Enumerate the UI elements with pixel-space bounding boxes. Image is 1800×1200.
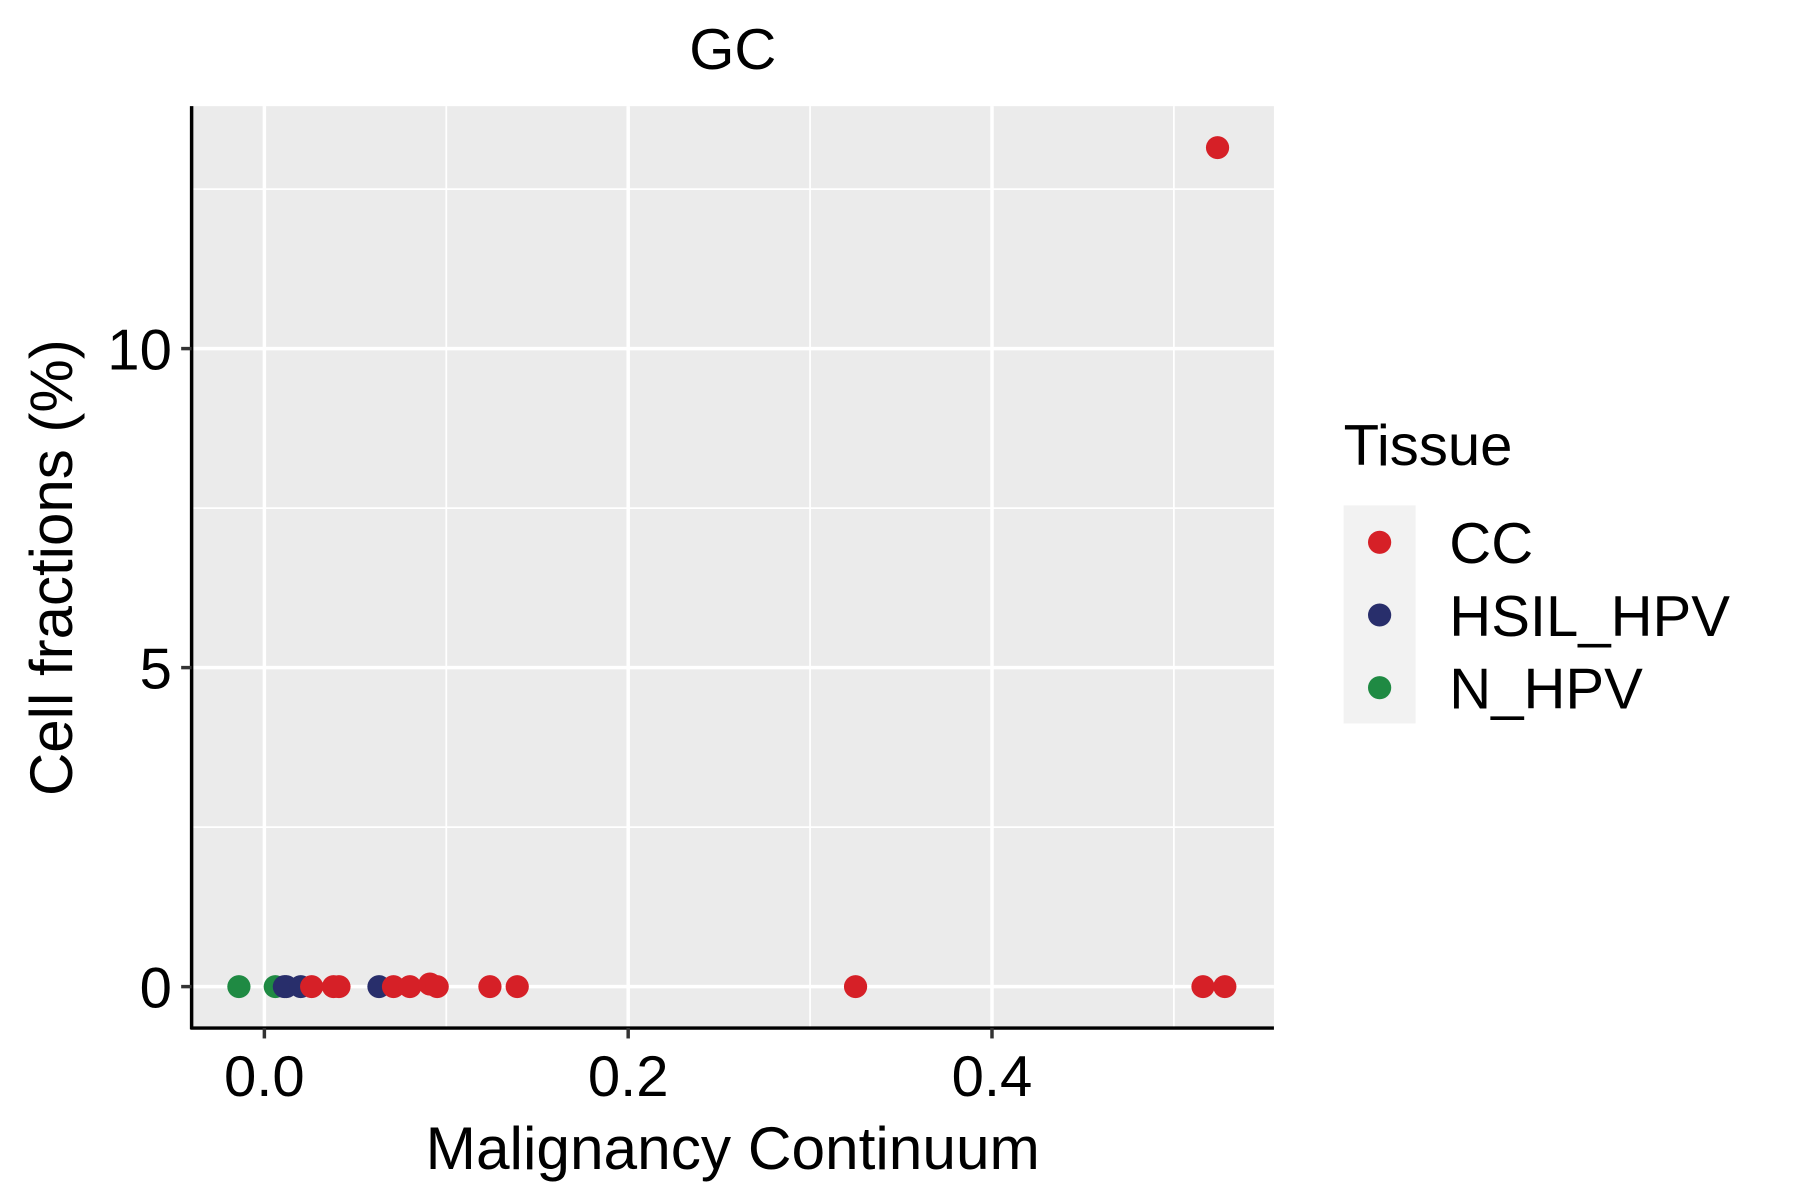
legend: Tissue CC HSIL_HPV N_HPV bbox=[1343, 414, 1730, 724]
data-point-cc bbox=[300, 975, 324, 999]
chart-title: GC bbox=[689, 18, 776, 82]
data-point-cc bbox=[478, 975, 502, 999]
y-tick-label: 0 bbox=[140, 957, 172, 1021]
data-point-cc bbox=[398, 975, 422, 999]
legend-label: N_HPV bbox=[1449, 658, 1643, 722]
data-point-cc bbox=[505, 975, 529, 999]
y-tick-label: 10 bbox=[107, 319, 172, 383]
x-tick-label: 0.0 bbox=[224, 1045, 305, 1109]
data-point-cc bbox=[843, 975, 868, 999]
x-axis-label: Malignancy Continuum bbox=[426, 1115, 1040, 1182]
data-point-cc bbox=[381, 975, 406, 999]
x-tick-label: 0.4 bbox=[952, 1045, 1033, 1109]
legend-label: HSIL_HPV bbox=[1449, 585, 1730, 649]
legend-title: Tissue bbox=[1344, 414, 1513, 478]
legend-label: CC bbox=[1449, 512, 1533, 576]
data-point-cc bbox=[1205, 136, 1230, 160]
data-point-cc bbox=[425, 975, 449, 999]
data-point-n-hpv bbox=[227, 975, 251, 999]
data-point-cc bbox=[1191, 975, 1215, 999]
data-point-cc bbox=[1213, 975, 1237, 999]
y-axis-label: Cell fractions (%) bbox=[18, 339, 85, 796]
x-tick-label: 0.2 bbox=[588, 1045, 669, 1109]
data-point-cc bbox=[327, 975, 351, 999]
y-tick-label: 5 bbox=[140, 638, 172, 702]
legend-key-cc bbox=[1368, 530, 1392, 554]
legend-key-n-hpv bbox=[1368, 676, 1392, 700]
legend-key-hsil-hpv bbox=[1368, 603, 1392, 627]
plot-panel bbox=[191, 106, 1274, 1029]
